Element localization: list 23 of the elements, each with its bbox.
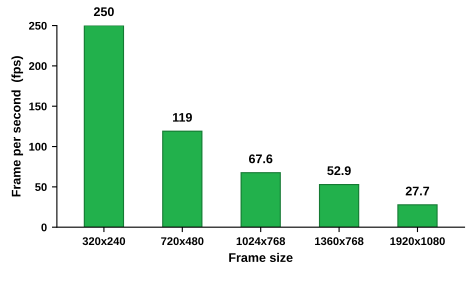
bar — [84, 26, 124, 228]
x-tick-label: 720x480 — [161, 237, 204, 246]
y-axis-title: Frame per second (fps) — [11, 56, 24, 196]
data-label: 67.6 — [248, 154, 272, 164]
x-tick-label: 1920x1080 — [390, 237, 445, 246]
x-tick-label: 1360x768 — [315, 237, 364, 246]
x-axis-title: Frame size — [229, 252, 293, 262]
x-tick-label: 1024x768 — [236, 237, 286, 246]
bar — [397, 204, 438, 228]
bar — [240, 172, 281, 228]
y-tick-label: 150 — [29, 102, 47, 110]
y-tick-label: 0 — [41, 223, 47, 232]
data-label: 27.7 — [406, 186, 430, 196]
data-label: 250 — [94, 7, 114, 16]
y-tick-label: 250 — [29, 22, 47, 30]
bar — [318, 184, 360, 228]
bar — [162, 130, 202, 228]
y-tick-label: 100 — [29, 142, 47, 151]
data-label: 119 — [173, 112, 192, 122]
data-label: 52.9 — [327, 166, 351, 176]
x-tick-label: 320x240 — [82, 237, 126, 246]
y-tick-label: 50 — [35, 183, 47, 192]
y-tick-label: 200 — [29, 62, 47, 70]
